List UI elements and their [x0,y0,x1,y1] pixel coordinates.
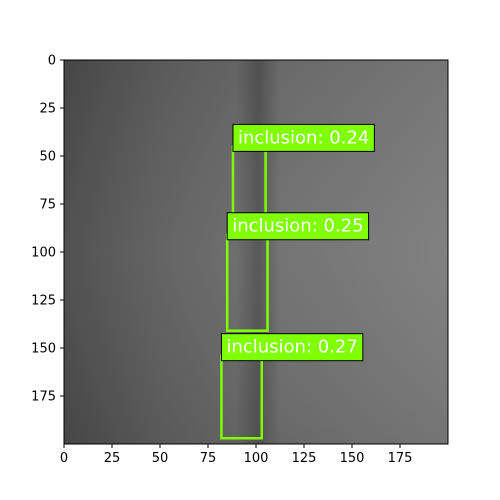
detection-label-bg [226,212,370,241]
y-axis: 0 25 50 75 100 125 150 175 [31,54,64,405]
x-tick-label: 50 [152,451,169,466]
detection-label: inclusion: 0.27 [226,337,357,358]
detection-3: inclusion: 0.27 [220,333,364,440]
detection-2: inclusion: 0.25 [225,212,370,332]
y-tick-label: 0 [48,54,56,69]
x-tick-label: 0 [60,451,68,466]
x-axis: 0 25 50 75 100 125 150 175 [60,444,413,466]
y-tick-label: 150 [31,342,56,357]
detection-label: inclusion: 0.25 [232,216,363,237]
detection-label-bg [220,333,364,362]
x-tick-label: 150 [340,451,365,466]
detection-label: inclusion: 0.24 [238,127,369,148]
x-tick-label: 100 [244,451,269,466]
y-tick-label: 125 [31,294,56,309]
y-tick-label: 175 [31,390,56,405]
y-tick-label: 25 [39,102,56,117]
x-tick-label: 125 [292,451,317,466]
y-tick-label: 50 [39,150,56,165]
x-tick-label: 75 [200,451,217,466]
x-tick-label: 25 [104,451,121,466]
y-tick-label: 75 [39,198,56,213]
detection-label-bg [232,123,375,152]
surface-image [64,60,448,444]
detections-layer: inclusion: 0.24 inclusion: 0.25 inclusion:… [220,123,375,440]
x-tick-label: 175 [388,451,413,466]
y-tick-label: 100 [31,246,56,261]
